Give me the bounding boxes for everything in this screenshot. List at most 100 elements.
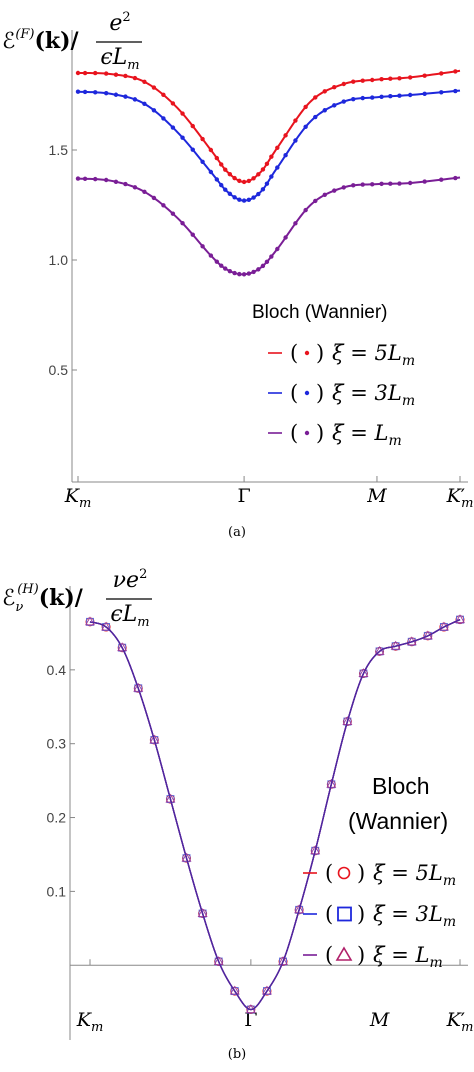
legend-label: ξ = 3Lm (332, 381, 415, 409)
data-point (326, 778, 337, 788)
data-point (293, 221, 298, 226)
data-point (374, 645, 385, 655)
data-point (360, 182, 365, 187)
legend-paren-close: ) (357, 861, 365, 885)
y-label-numerator: νe2 (113, 567, 148, 593)
data-point (151, 85, 157, 90)
data-point (360, 95, 365, 101)
data-point (170, 101, 176, 106)
legend-title: Bloch (Wannier) (252, 302, 388, 323)
legend-label: ξ = 3Lm (373, 902, 456, 930)
legend-paren-close: ) (357, 902, 365, 926)
legend-marker (304, 350, 310, 356)
legend-entry: () ξ = 3Lm (268, 381, 415, 409)
data-point (269, 254, 274, 259)
legend-paren-open: ( (290, 341, 298, 365)
data-point (453, 69, 458, 74)
data-point (295, 905, 304, 914)
data-point (142, 189, 147, 194)
x-tick-label: Km (64, 485, 92, 511)
data-point (190, 123, 195, 129)
data-point (279, 957, 287, 966)
data-point (370, 77, 375, 83)
data-point (181, 852, 192, 862)
legend-entry: () ξ = 3Lm (303, 902, 456, 930)
data-point (351, 183, 356, 188)
data-point (82, 176, 88, 182)
data-point (93, 176, 98, 182)
data-point (118, 643, 127, 652)
data-point (322, 108, 327, 113)
data-point (332, 85, 337, 90)
data-point (102, 623, 111, 631)
data-point (351, 96, 356, 102)
data-point (313, 114, 318, 120)
data-point (85, 616, 95, 626)
data-point (190, 232, 195, 237)
data-point (407, 75, 413, 80)
data-point (190, 147, 195, 152)
data-point (269, 174, 274, 179)
data-point (232, 270, 237, 276)
data-point (251, 176, 256, 181)
data-point (219, 263, 224, 268)
data-point (269, 154, 274, 159)
data-point (453, 175, 458, 181)
data-point (391, 642, 400, 651)
data-point (223, 187, 228, 192)
x-tick-label: Γ (237, 485, 250, 507)
data-point (161, 116, 166, 121)
legend-title: (Wannier) (348, 808, 448, 834)
data-point (263, 987, 271, 996)
y-label-denominator: ϵLm (110, 602, 149, 630)
data-point (313, 95, 318, 100)
data-point (303, 207, 308, 213)
data-point (375, 647, 384, 656)
y-tick-label: 0.5 (49, 362, 69, 378)
data-point (246, 271, 252, 276)
data-point (219, 182, 224, 188)
data-point (303, 124, 308, 130)
data-point (423, 631, 432, 640)
data-point (103, 90, 109, 96)
data-point (197, 908, 208, 917)
chart-panel-a: 0.5 1.0 1.5 Km Γ M K′m ℰ(F)(k)/ e2 ϵLm Bloch (Wann… (2, 10, 473, 540)
y-tick-label: 1.0 (49, 252, 69, 268)
data-point (358, 668, 369, 677)
data-point (332, 188, 337, 193)
data-point (227, 268, 233, 274)
legend-paren-close: ) (316, 341, 324, 365)
data-point (170, 211, 176, 216)
data-point (322, 192, 327, 198)
data-point (283, 133, 288, 138)
data-point (342, 716, 353, 725)
data-point (103, 71, 109, 76)
data-point (180, 135, 185, 140)
data-point (351, 79, 356, 84)
data-point (293, 138, 298, 143)
data-point (213, 956, 224, 965)
data-point (75, 70, 81, 76)
data-point (149, 734, 160, 744)
data-point (311, 846, 320, 855)
data-point (439, 90, 444, 95)
data-point (214, 177, 220, 182)
y-tick-label: 0.1 (47, 883, 67, 899)
data-point (180, 111, 185, 116)
data-point (182, 854, 191, 863)
legend-marker (337, 906, 352, 922)
data-point (151, 195, 157, 201)
data-point (275, 165, 280, 170)
data-point (246, 178, 252, 184)
data-point (123, 181, 128, 187)
data-point (219, 162, 224, 167)
data-point (388, 94, 393, 99)
data-point (170, 125, 176, 130)
data-point (397, 93, 402, 98)
legend-marker (335, 946, 353, 961)
data-point (82, 89, 88, 95)
data-point (397, 76, 402, 81)
data-point (237, 197, 242, 202)
data-point (397, 181, 402, 186)
data-point (232, 195, 237, 200)
